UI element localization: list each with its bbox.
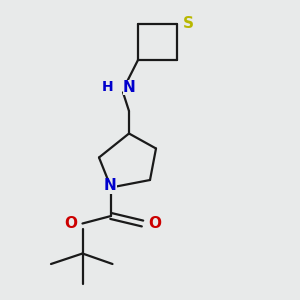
Text: S: S xyxy=(182,16,194,31)
Text: O: O xyxy=(148,216,161,231)
Text: N: N xyxy=(123,80,136,94)
Text: H: H xyxy=(102,80,113,94)
Text: O: O xyxy=(64,216,77,231)
Text: N: N xyxy=(104,178,117,194)
